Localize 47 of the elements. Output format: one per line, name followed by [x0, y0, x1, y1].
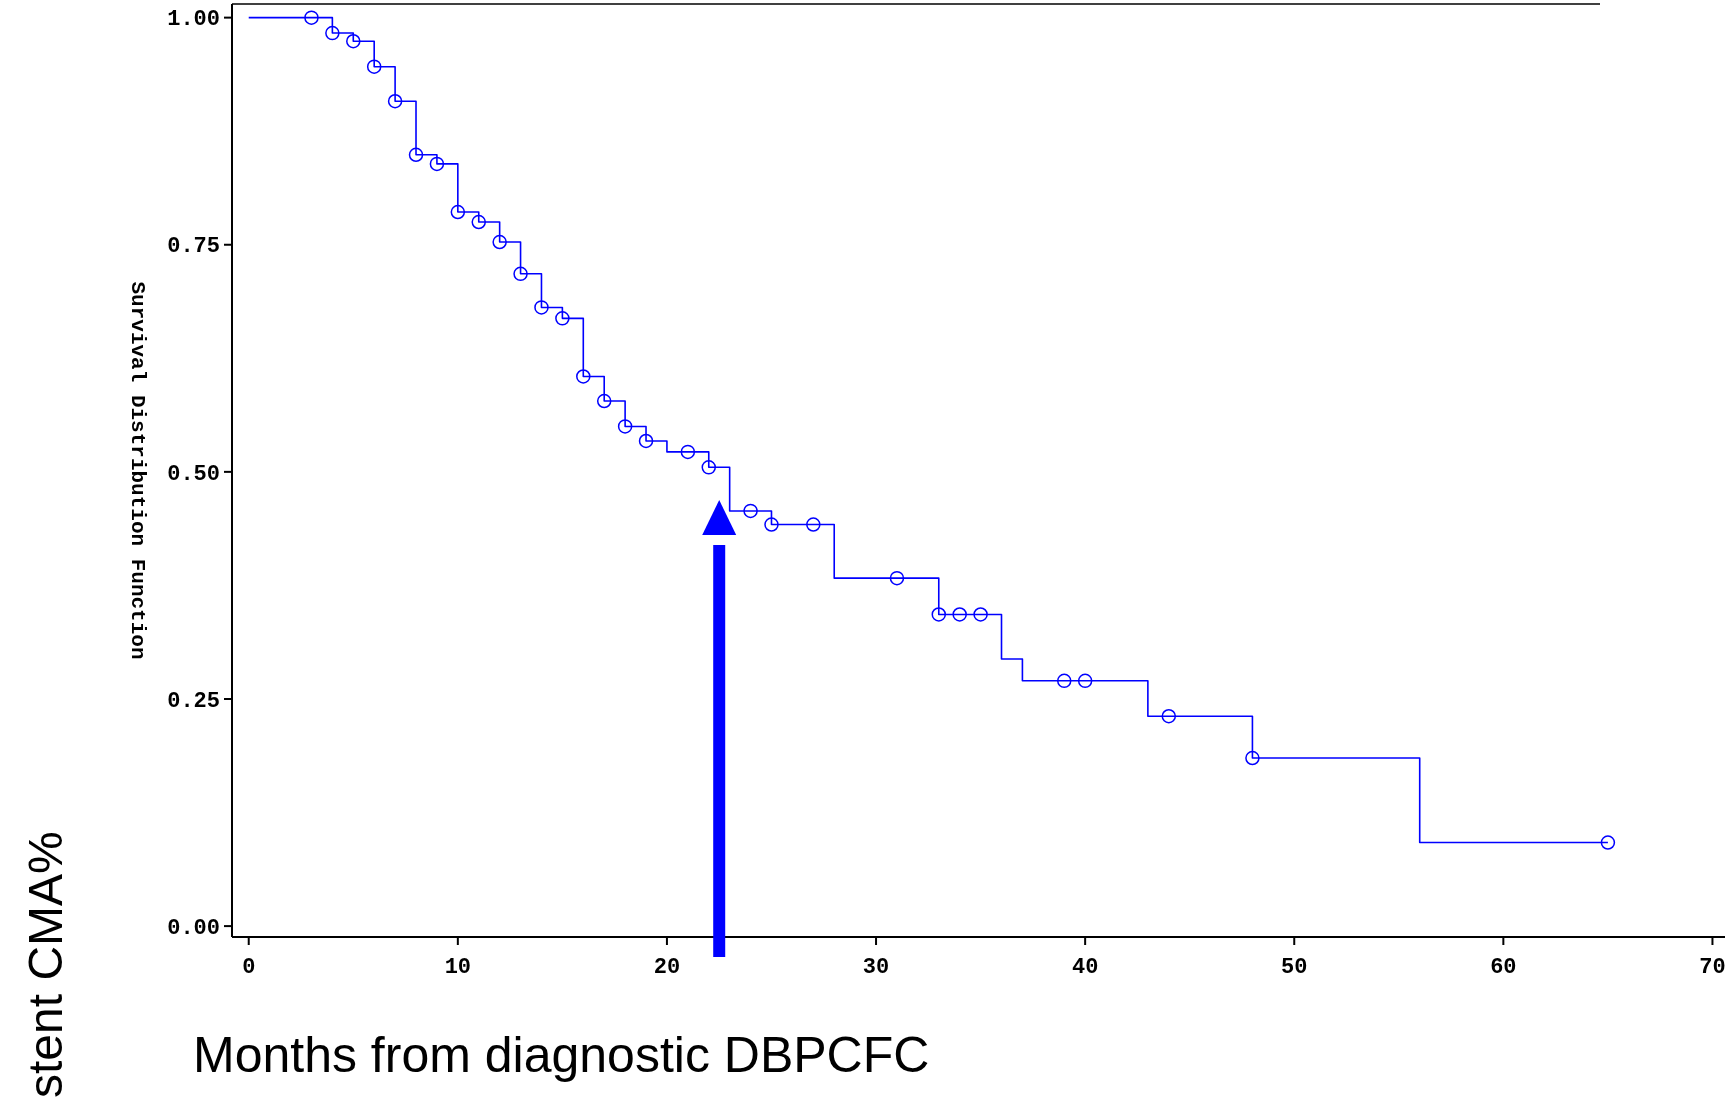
x-tick-label: 30: [862, 955, 890, 980]
x-tick-label: 70: [1699, 955, 1726, 980]
point: [450, 204, 466, 220]
y-tick-label: 0.25: [167, 688, 220, 714]
point: [701, 460, 717, 475]
point: [596, 393, 612, 409]
y-tick-label: 0.75: [167, 234, 220, 260]
point: [952, 607, 967, 622]
x-tick-label: 20: [653, 955, 681, 980]
point: [534, 300, 549, 315]
point: [1056, 673, 1072, 689]
point: [617, 419, 633, 434]
x-tick-label: 10: [444, 955, 472, 980]
text: stent CMA%: [19, 831, 72, 1098]
point: [764, 517, 779, 532]
point: [889, 570, 905, 586]
x-axis-title: Months from diagnostic DBPCFC: [193, 1027, 930, 1083]
x-tick-label: 50: [1281, 955, 1308, 980]
point: [471, 214, 486, 230]
x-tick-label: 40: [1071, 955, 1099, 980]
point: [429, 156, 445, 172]
point: [638, 433, 654, 449]
y-tick-label: 1.00: [167, 7, 220, 33]
point: [931, 607, 947, 622]
point: [806, 517, 821, 532]
point: [513, 266, 528, 282]
point: [680, 444, 696, 460]
x-tick-label: 0: [242, 955, 256, 980]
point: [1600, 835, 1616, 850]
point: [555, 311, 570, 326]
point: [387, 93, 403, 109]
point: [743, 503, 758, 519]
y-axis-title: Survival Distribution Function: [126, 281, 149, 660]
point: [973, 607, 988, 622]
point: [1245, 750, 1260, 766]
point: [304, 10, 319, 25]
point: [366, 59, 382, 74]
point: [325, 25, 340, 41]
point: [408, 147, 424, 163]
point: [1161, 708, 1177, 724]
point: [492, 234, 507, 250]
point: [346, 34, 361, 49]
x-tick-label: 60: [1490, 955, 1517, 980]
y-tick-label: 0.50: [167, 461, 220, 487]
y-tick-label: 0.00: [167, 915, 220, 941]
point: [576, 369, 591, 384]
point: [1077, 673, 1093, 689]
